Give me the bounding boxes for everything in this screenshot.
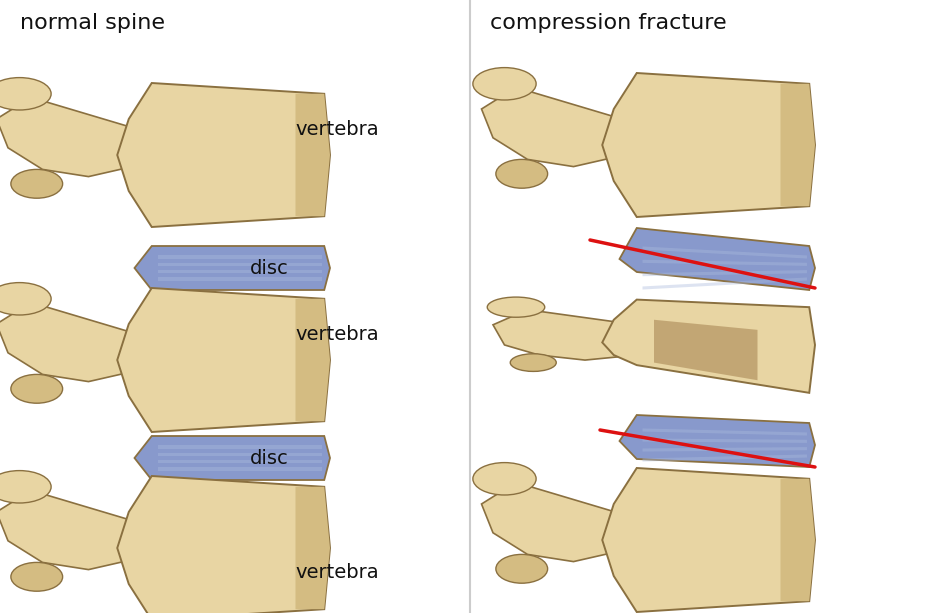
- Text: compression fracture: compression fracture: [490, 13, 726, 33]
- Polygon shape: [602, 468, 815, 612]
- Ellipse shape: [496, 159, 547, 188]
- Polygon shape: [0, 97, 152, 177]
- Polygon shape: [642, 454, 807, 462]
- Polygon shape: [295, 487, 330, 609]
- Polygon shape: [157, 278, 322, 281]
- Text: normal spine: normal spine: [20, 13, 165, 33]
- Polygon shape: [619, 415, 815, 467]
- Polygon shape: [642, 428, 807, 436]
- Polygon shape: [117, 288, 330, 432]
- Text: disc: disc: [249, 449, 288, 468]
- Polygon shape: [602, 73, 815, 217]
- Polygon shape: [481, 482, 636, 562]
- Ellipse shape: [0, 471, 51, 503]
- Polygon shape: [493, 310, 636, 360]
- Polygon shape: [780, 479, 815, 601]
- Polygon shape: [642, 270, 807, 276]
- Text: disc: disc: [249, 259, 288, 278]
- Polygon shape: [295, 299, 330, 421]
- Ellipse shape: [488, 297, 545, 318]
- Polygon shape: [642, 278, 807, 289]
- Polygon shape: [295, 94, 330, 216]
- Polygon shape: [117, 83, 330, 227]
- Ellipse shape: [0, 78, 51, 110]
- Polygon shape: [481, 88, 636, 167]
- Polygon shape: [157, 446, 322, 449]
- Polygon shape: [157, 453, 322, 456]
- Ellipse shape: [473, 67, 536, 100]
- Polygon shape: [0, 490, 152, 569]
- Polygon shape: [157, 256, 322, 259]
- Polygon shape: [0, 302, 152, 382]
- Text: vertebra: vertebra: [295, 120, 379, 139]
- Polygon shape: [642, 246, 807, 259]
- Polygon shape: [157, 270, 322, 273]
- Ellipse shape: [473, 463, 536, 495]
- Ellipse shape: [10, 169, 63, 198]
- Ellipse shape: [510, 354, 556, 371]
- Text: vertebra: vertebra: [295, 325, 379, 344]
- Ellipse shape: [496, 554, 547, 583]
- Polygon shape: [134, 436, 330, 480]
- Polygon shape: [157, 263, 322, 266]
- Polygon shape: [642, 260, 807, 266]
- Ellipse shape: [0, 283, 51, 315]
- Polygon shape: [619, 228, 815, 290]
- Polygon shape: [134, 246, 330, 290]
- Ellipse shape: [10, 375, 63, 403]
- Text: vertebra: vertebra: [295, 563, 379, 582]
- Polygon shape: [654, 320, 758, 380]
- Polygon shape: [157, 460, 322, 463]
- Ellipse shape: [10, 562, 63, 591]
- Polygon shape: [642, 447, 807, 452]
- Polygon shape: [602, 300, 815, 393]
- Polygon shape: [117, 476, 330, 613]
- Polygon shape: [157, 468, 322, 471]
- Polygon shape: [780, 84, 815, 206]
- Polygon shape: [642, 438, 807, 443]
